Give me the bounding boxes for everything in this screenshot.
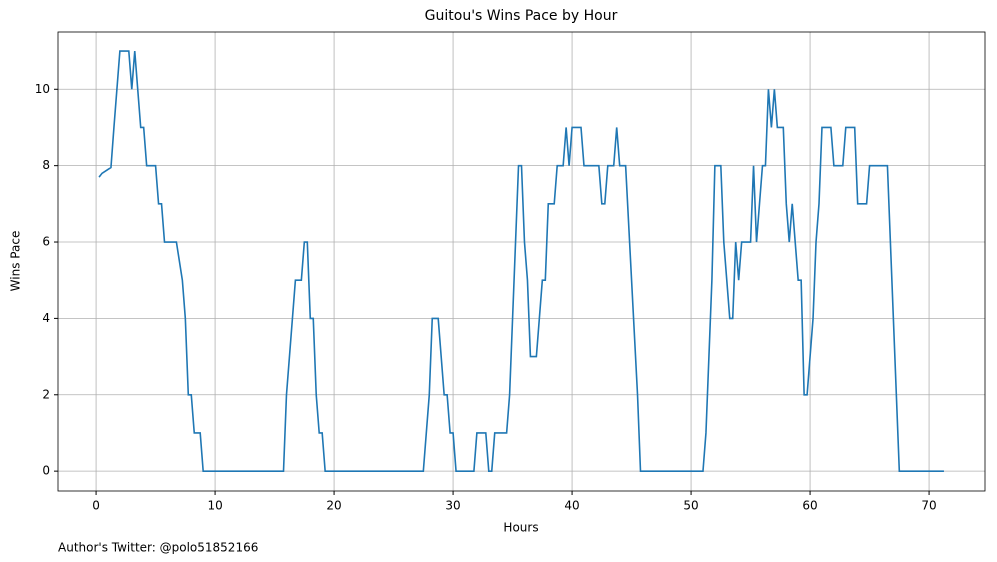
y-tick-label: 6 (42, 235, 50, 249)
x-tick-label: 0 (92, 499, 100, 513)
chart-title: Guitou's Wins Pace by Hour (425, 8, 618, 24)
y-tick-label: 2 (42, 387, 50, 401)
y-tick-label: 0 (42, 464, 50, 478)
x-tick-label: 70 (921, 499, 936, 513)
x-tick-label: 40 (564, 499, 579, 513)
x-tick-label: 10 (207, 499, 222, 513)
x-tick-label: 30 (445, 499, 460, 513)
x-tick-label: 20 (326, 499, 341, 513)
plot-frame (57, 31, 986, 492)
x-tick-label: 50 (683, 499, 698, 513)
x-axis-label: Hours (503, 521, 538, 535)
y-tick-label: 10 (35, 82, 50, 96)
y-axis-label: Wins Pace (9, 231, 23, 292)
annotation: Author's Twitter: @polo51852166 (58, 541, 258, 555)
y-tick-label: 4 (42, 311, 50, 325)
data-line (98, 50, 944, 472)
x-tick-label: 60 (802, 499, 817, 513)
y-tick-label: 8 (42, 158, 50, 172)
